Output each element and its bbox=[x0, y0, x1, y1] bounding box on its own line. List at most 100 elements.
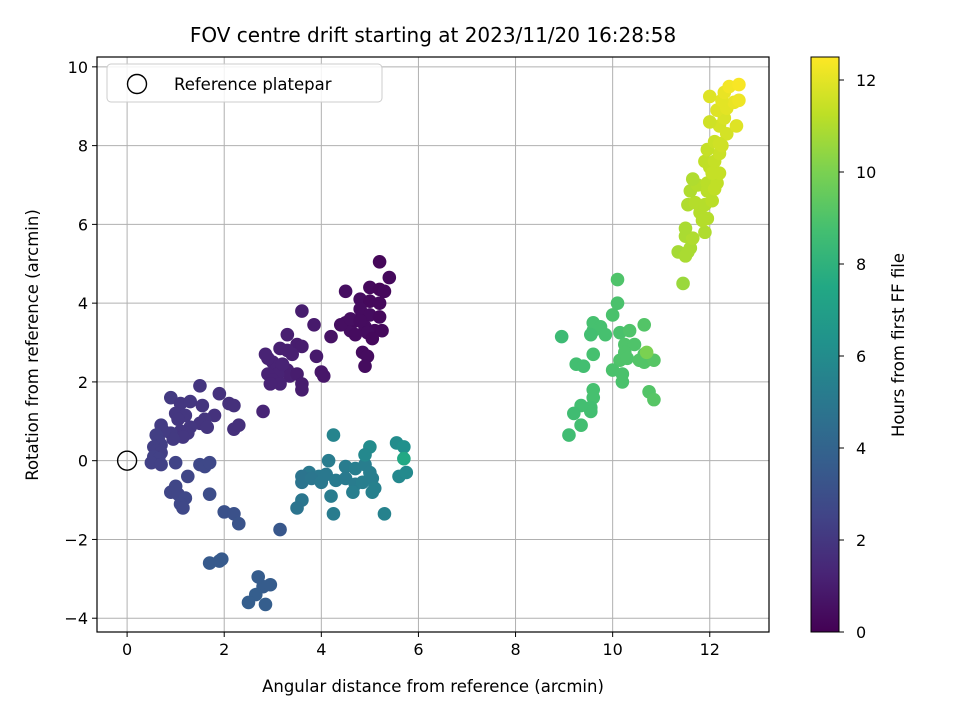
data-point bbox=[183, 394, 198, 409]
y-tick-label: 0 bbox=[78, 452, 88, 471]
data-point bbox=[685, 231, 700, 245]
y-tick-label: 6 bbox=[78, 215, 88, 234]
data-point bbox=[705, 166, 719, 180]
colorbar-gradient bbox=[810, 56, 840, 633]
x-tick-label: 10 bbox=[602, 640, 622, 659]
data-point bbox=[622, 323, 637, 338]
data-point bbox=[615, 375, 630, 389]
colorbar-tick-label: 4 bbox=[856, 439, 866, 458]
data-point bbox=[567, 406, 581, 421]
x-tick-label: 0 bbox=[122, 640, 132, 659]
data-point bbox=[372, 254, 387, 269]
data-point bbox=[637, 318, 652, 332]
data-point bbox=[275, 357, 290, 371]
data-point bbox=[399, 465, 414, 480]
data-point bbox=[702, 115, 717, 129]
data-point bbox=[202, 455, 217, 470]
data-point bbox=[295, 382, 309, 397]
data-point bbox=[273, 522, 287, 537]
colorbar: 0 2 4 6 8 10 12 Hours from first FF file bbox=[810, 56, 908, 642]
data-point bbox=[154, 457, 168, 472]
data-point bbox=[202, 487, 217, 501]
data-points bbox=[144, 77, 746, 612]
data-point bbox=[358, 359, 372, 373]
data-point bbox=[397, 451, 411, 466]
data-point bbox=[639, 345, 654, 360]
data-point bbox=[231, 418, 246, 433]
colorbar-tick-label: 12 bbox=[856, 71, 876, 90]
data-point bbox=[627, 337, 642, 352]
data-point bbox=[554, 329, 569, 344]
colorbar-tick-label: 2 bbox=[856, 531, 866, 550]
data-point bbox=[180, 469, 195, 484]
colorbar-tick-label: 0 bbox=[856, 623, 866, 642]
colorbar-ticks: 0 2 4 6 8 10 12 bbox=[839, 71, 876, 642]
data-point bbox=[707, 182, 722, 196]
data-point bbox=[258, 347, 273, 362]
data-point bbox=[200, 420, 215, 435]
data-point bbox=[168, 455, 183, 470]
y-tick-label: 4 bbox=[78, 294, 88, 313]
data-point bbox=[285, 347, 299, 362]
data-point bbox=[193, 379, 207, 393]
colorbar-tick-label: 6 bbox=[856, 347, 866, 366]
data-point bbox=[295, 304, 309, 318]
data-point bbox=[678, 221, 693, 236]
data-point bbox=[702, 89, 717, 104]
data-point bbox=[353, 314, 367, 328]
y-tick-label: 10 bbox=[68, 58, 88, 77]
x-tick-label: 12 bbox=[700, 640, 720, 659]
data-point bbox=[195, 398, 210, 413]
data-point bbox=[176, 501, 190, 515]
data-point bbox=[685, 172, 700, 186]
data-point bbox=[363, 465, 377, 480]
legend-label-reference: Reference platepar bbox=[174, 75, 332, 94]
data-point bbox=[647, 392, 661, 407]
data-point bbox=[280, 327, 295, 342]
data-point bbox=[256, 404, 270, 419]
data-point bbox=[712, 136, 727, 151]
y-tick-label: 8 bbox=[78, 137, 88, 156]
x-tick-label: 6 bbox=[413, 640, 423, 659]
data-point bbox=[598, 327, 613, 342]
data-point bbox=[698, 154, 712, 169]
plot-frame bbox=[96, 56, 770, 633]
data-point bbox=[610, 296, 625, 310]
data-point bbox=[273, 377, 287, 391]
data-point bbox=[365, 331, 380, 346]
y-tick-label: −4 bbox=[64, 609, 88, 628]
y-tick-label: −2 bbox=[64, 530, 88, 549]
data-point bbox=[695, 213, 710, 228]
data-point bbox=[309, 349, 324, 364]
y-tick-label: 2 bbox=[78, 373, 88, 392]
reference-marker bbox=[116, 450, 138, 471]
data-point bbox=[326, 507, 341, 521]
data-point bbox=[382, 270, 397, 285]
legend: Reference platepar bbox=[106, 63, 383, 103]
data-point bbox=[365, 485, 380, 499]
data-point bbox=[681, 245, 695, 259]
data-point bbox=[263, 377, 278, 391]
data-point bbox=[605, 308, 620, 322]
data-point bbox=[676, 276, 690, 291]
data-point bbox=[326, 428, 341, 442]
data-point bbox=[290, 501, 304, 515]
data-point bbox=[171, 412, 185, 427]
data-point bbox=[214, 552, 229, 566]
data-point bbox=[576, 359, 591, 373]
data-point bbox=[258, 597, 273, 612]
data-point bbox=[314, 475, 329, 490]
reference-platepar-marker bbox=[116, 450, 138, 471]
data-point bbox=[241, 595, 256, 610]
data-point bbox=[227, 398, 241, 413]
data-point bbox=[348, 327, 363, 342]
data-point bbox=[307, 318, 321, 332]
legend-box bbox=[106, 63, 383, 103]
data-point bbox=[321, 453, 336, 468]
data-point bbox=[574, 418, 588, 433]
axis-ticks: 0 2 4 6 8 10 12 −4 −2 0 2 4 6 8 10 bbox=[64, 58, 720, 659]
data-point bbox=[584, 327, 598, 342]
colorbar-tick-label: 10 bbox=[856, 163, 876, 182]
data-point bbox=[377, 507, 392, 521]
